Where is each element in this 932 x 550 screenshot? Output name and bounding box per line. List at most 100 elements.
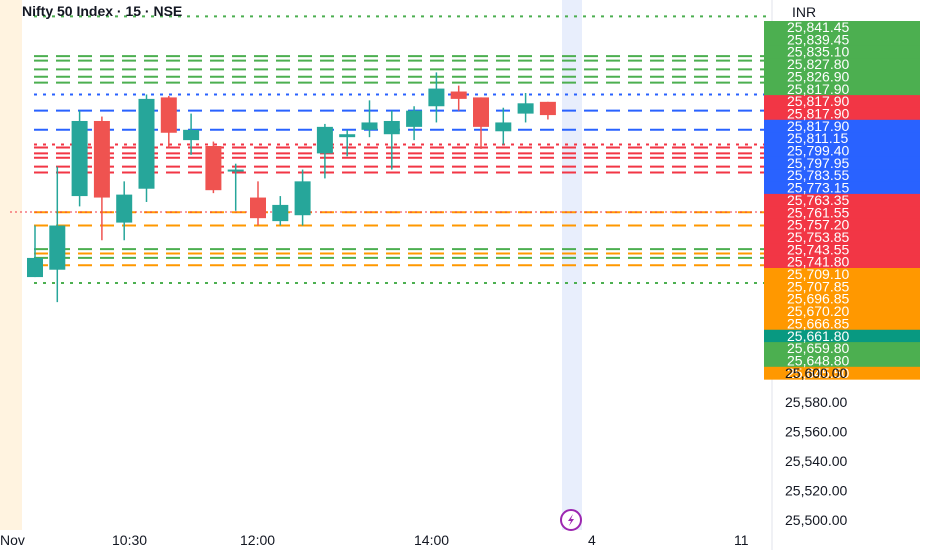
candle-body [205, 146, 222, 191]
chart-title: Nifty 50 Index · 15 · NSE [22, 3, 183, 19]
price-tag-label: 25,659.80 [787, 340, 849, 356]
candle-body [227, 169, 244, 172]
candle-body [517, 103, 534, 114]
candle-body [428, 88, 445, 107]
session-shade [0, 0, 22, 530]
price-tag-label: 25,817.90 [787, 81, 849, 97]
price-tag-label: 25,709.10 [787, 266, 849, 282]
price-tag [764, 144, 920, 158]
price-tag-label: 25,757.20 [787, 217, 849, 233]
x-tick-label: 11 [734, 532, 749, 548]
candle-body [361, 122, 378, 130]
x-tick-label: 10:30 [112, 532, 147, 548]
candle-body [93, 120, 110, 198]
price-tag-label: 25,835.10 [787, 44, 849, 60]
price-tag [764, 354, 920, 368]
price-tag-label: 25,761.55 [787, 204, 849, 220]
y-tick-label: 25,600.00 [785, 365, 847, 381]
price-tag [764, 342, 920, 355]
price-tag [764, 317, 920, 331]
price-tag-label: 25,741.80 [787, 254, 849, 270]
price-tag-label: 25,645.50 [787, 365, 849, 381]
price-tag-label: 25,817.90 [787, 105, 849, 121]
x-tick-label: Nov [0, 532, 25, 548]
candle-body [539, 101, 556, 116]
price-tag [764, 230, 920, 244]
y-tick-label: 25,580.00 [785, 394, 847, 410]
price-tag [764, 33, 920, 47]
candle-body [49, 225, 66, 270]
price-levels [34, 15, 772, 284]
price-tag [764, 107, 920, 121]
candle-body [339, 134, 356, 138]
price-tag [764, 95, 920, 108]
price-tag-label: 25,811.15 [787, 130, 848, 146]
price-tag [764, 181, 920, 195]
currency-label: INR [792, 4, 817, 20]
price-tag-label: 25,783.55 [787, 167, 849, 183]
price-tag [764, 169, 920, 183]
price-tag-label: 25,797.95 [787, 155, 849, 171]
y-tick-label: 25,560.00 [785, 424, 847, 440]
candle-body [160, 97, 177, 133]
price-tag-label: 25,817.90 [787, 93, 849, 109]
price-tag-label: 25,799.40 [787, 143, 849, 159]
price-tag-label: 25,661.80 [787, 328, 849, 344]
price-tag [764, 58, 920, 71]
candle-body [383, 120, 400, 135]
price-tag-label: 25,753.85 [787, 229, 849, 245]
candle-body [316, 126, 333, 154]
candle-body [27, 257, 43, 278]
price-tag [764, 206, 920, 220]
candle-body [116, 194, 133, 223]
lightning-icon[interactable] [560, 509, 582, 531]
candlestick-series [27, 72, 556, 303]
x-tick-label: 4 [588, 532, 596, 548]
price-tag [764, 292, 920, 306]
price-tag-label: 25,696.85 [787, 291, 849, 307]
price-tag [764, 70, 920, 84]
price-tag-label: 25,827.80 [787, 56, 849, 72]
price-tag [764, 193, 920, 207]
price-tag [764, 82, 920, 96]
price-tag [764, 329, 920, 343]
y-tick-label: 25,520.00 [785, 483, 847, 499]
price-tag [764, 255, 920, 269]
candle-body [495, 122, 512, 132]
candle-body [294, 181, 311, 216]
price-tag [764, 366, 920, 380]
price-tag-label: 25,666.85 [787, 315, 849, 331]
y-tick-label: 25,500.00 [785, 512, 847, 528]
price-tag [764, 243, 920, 257]
price-tag [764, 45, 920, 59]
candle-body [183, 129, 200, 141]
time-axis: Nov 10:30 12:00 14:00 4 11 [0, 532, 749, 548]
price-tag-label: 25,763.35 [787, 192, 849, 208]
candle-body [473, 97, 489, 127]
candle-body [138, 98, 155, 189]
price-tag [764, 280, 920, 294]
x-tick-label: 14:00 [414, 532, 449, 548]
price-tag-label: 25,841.45 [787, 19, 849, 35]
price-tag [764, 218, 920, 232]
price-tags: 25,841.4525,839.4525,835.1025,827.8025,8… [764, 19, 920, 381]
candle-body [450, 91, 467, 99]
x-tick-label: 12:00 [240, 532, 275, 548]
candle-body [406, 110, 423, 127]
y-tick-label: 25,540.00 [785, 453, 847, 469]
price-tag [764, 268, 920, 281]
price-tag-label: 25,648.80 [787, 352, 849, 368]
price-tag [764, 21, 920, 34]
price-tag-label: 25,670.20 [787, 303, 849, 319]
candle-body [250, 197, 266, 219]
price-tag-label: 25,817.90 [787, 118, 849, 134]
price-tag-label: 25,707.85 [787, 278, 849, 294]
price-tag [764, 305, 920, 318]
price-axis-ticks: 25,600.00 25,580.00 25,560.00 25,540.00 25,5… [785, 365, 847, 528]
price-tag [764, 132, 920, 145]
candle-body [71, 120, 88, 197]
price-tag-label: 25,743.55 [787, 241, 849, 257]
price-tag-label: 25,826.90 [787, 68, 849, 84]
price-tag-label: 25,839.45 [787, 31, 849, 47]
